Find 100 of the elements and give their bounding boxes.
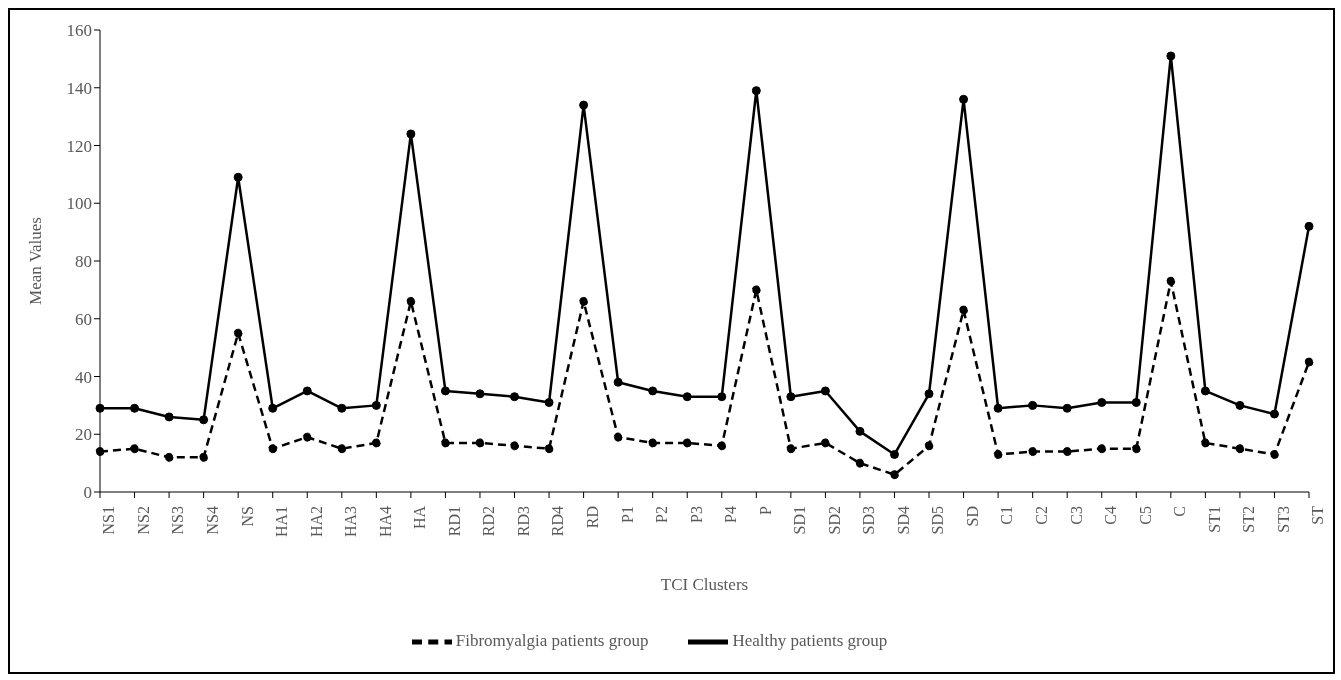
- point: [1200, 438, 1210, 448]
- point: [371, 438, 381, 448]
- point: [130, 403, 140, 413]
- point: [959, 94, 969, 104]
- point: [993, 449, 1003, 459]
- point: [579, 296, 589, 306]
- point: [544, 444, 554, 454]
- x-tick-label: RD3: [514, 506, 532, 537]
- point: [682, 438, 692, 448]
- point: [889, 449, 899, 459]
- x-tick-label: RD2: [480, 506, 498, 537]
- point: [164, 412, 174, 422]
- y-tick-label: 60: [75, 309, 92, 329]
- point: [786, 444, 796, 454]
- x-tick-label: SD: [963, 506, 981, 527]
- y-tick-label: 0: [83, 483, 92, 503]
- point: [1269, 409, 1279, 419]
- x-tick-label: ST1: [1205, 506, 1223, 533]
- point: [268, 403, 278, 413]
- x-tick-label: P4: [722, 506, 740, 523]
- point: [786, 392, 796, 402]
- point: [1097, 397, 1107, 407]
- point: [855, 458, 865, 468]
- point: [889, 470, 899, 480]
- y-tick-label: 40: [75, 367, 92, 387]
- point: [613, 377, 623, 387]
- point: [820, 386, 830, 396]
- point: [855, 426, 865, 436]
- x-tick-label: RD4: [549, 506, 567, 537]
- x-tick-label: SD3: [860, 506, 878, 535]
- x-tick-label: SD1: [791, 506, 809, 535]
- point: [682, 392, 692, 402]
- point: [302, 432, 312, 442]
- point: [475, 389, 485, 399]
- x-tick-label: HA: [411, 505, 429, 530]
- point: [440, 386, 450, 396]
- x-tick-label: C2: [1033, 506, 1051, 525]
- x-tick-label: P2: [653, 506, 671, 523]
- point: [337, 403, 347, 413]
- x-tick-label: P3: [687, 506, 705, 523]
- point: [95, 447, 105, 457]
- point: [510, 392, 520, 402]
- point: [820, 438, 830, 448]
- y-tick-label: 20: [75, 425, 92, 445]
- point: [130, 444, 140, 454]
- point: [199, 452, 209, 462]
- x-tick-label: ST3: [1274, 506, 1292, 533]
- point: [1235, 400, 1245, 410]
- point: [648, 386, 658, 396]
- x-tick-label: C: [1171, 506, 1189, 517]
- y-tick-label: 120: [66, 136, 92, 156]
- x-tick-label: HA3: [342, 506, 360, 538]
- point: [302, 386, 312, 396]
- x-tick-label: P: [756, 505, 774, 515]
- x-tick-label: C3: [1067, 506, 1085, 525]
- point: [1166, 276, 1176, 286]
- x-tick-label: ST2: [1240, 506, 1258, 533]
- y-tick-label: 80: [75, 252, 92, 272]
- x-tick-label: SD4: [894, 506, 912, 535]
- x-tick-label: HA4: [376, 506, 394, 538]
- point: [1166, 51, 1176, 61]
- point: [1097, 444, 1107, 454]
- x-tick-label: P1: [618, 506, 636, 523]
- point: [268, 444, 278, 454]
- x-tick-label: NS1: [100, 506, 118, 535]
- x-tick-label: NS4: [203, 506, 221, 535]
- point: [1235, 444, 1245, 454]
- point: [1131, 444, 1141, 454]
- x-axis-title: TCI Clusters: [660, 575, 749, 594]
- point: [1062, 447, 1072, 457]
- point: [579, 100, 589, 110]
- point: [510, 441, 520, 451]
- point: [1304, 357, 1314, 367]
- point: [993, 403, 1003, 413]
- point: [199, 415, 209, 425]
- point: [751, 86, 761, 96]
- point: [164, 452, 174, 462]
- y-axis-title: Mean Values: [26, 217, 46, 305]
- point: [717, 441, 727, 451]
- point: [613, 432, 623, 442]
- x-tick-label: NS3: [169, 506, 187, 535]
- point: [1028, 400, 1038, 410]
- point: [1062, 403, 1072, 413]
- point: [959, 305, 969, 315]
- point: [233, 328, 243, 338]
- point: [1200, 386, 1210, 396]
- x-tick-label: RD: [583, 506, 601, 529]
- point: [1304, 221, 1314, 231]
- x-tick-label: C4: [1102, 506, 1120, 525]
- y-tick-label: 100: [66, 194, 92, 214]
- x-tick-label: C1: [998, 506, 1016, 525]
- point: [406, 129, 416, 139]
- point: [233, 172, 243, 182]
- point: [337, 444, 347, 454]
- point: [371, 400, 381, 410]
- x-tick-label: SD5: [929, 506, 947, 535]
- point: [475, 438, 485, 448]
- point: [95, 403, 105, 413]
- point: [1028, 447, 1038, 457]
- x-tick-label: NS: [238, 506, 256, 527]
